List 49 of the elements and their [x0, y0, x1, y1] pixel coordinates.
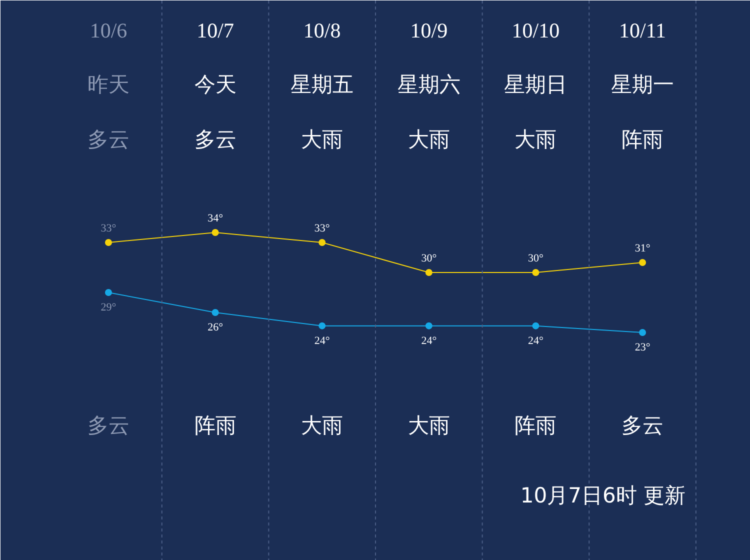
data-label: 23° [634, 342, 650, 354]
annotation: 多云 [194, 128, 236, 152]
x-tick-label: 10/9 [410, 18, 448, 42]
annotation: 星期日 [504, 72, 568, 96]
data-label: 34° [208, 212, 223, 224]
annotation: 大雨 [408, 128, 450, 152]
x-tick-label: 10/6 [90, 18, 128, 42]
annotation: 大雨 [514, 128, 557, 152]
point [639, 259, 646, 266]
data-label: 24° [528, 334, 544, 347]
annotation: 多云 [622, 414, 664, 438]
data-label: 30° [421, 252, 437, 264]
data-label: 24° [421, 334, 437, 347]
data-label: 24° [314, 334, 330, 347]
annotation: 阵雨 [622, 128, 664, 152]
data-label: 29° [100, 302, 116, 314]
point [532, 269, 540, 276]
point [212, 309, 219, 316]
annotation: 今天 [194, 72, 236, 96]
point [104, 289, 112, 296]
point [212, 229, 219, 236]
annotation: 星期六 [397, 72, 460, 96]
point [532, 322, 540, 330]
annotation: 阵雨 [194, 414, 236, 438]
data-label: 26° [208, 322, 223, 334]
annotation: 昨天 [87, 72, 130, 96]
annotation: 大雨 [301, 128, 344, 152]
point [104, 239, 112, 246]
annotation: 多云 [87, 414, 130, 438]
x-tick-label: 10/11 [618, 18, 666, 42]
data-label: 33° [100, 222, 116, 234]
point [318, 322, 326, 330]
data-label: 31° [634, 242, 650, 254]
data-label: 30° [528, 252, 544, 264]
point [425, 322, 432, 330]
data-label: 33° [314, 222, 330, 234]
annotation: 10月7日6时 更新 [520, 484, 686, 508]
annotation: 星期五 [290, 72, 354, 96]
annotation: 大雨 [301, 414, 344, 438]
x-tick-label: 10/8 [303, 18, 341, 42]
annotation: 多云 [87, 128, 130, 152]
x-tick-label: 10/7 [196, 18, 234, 42]
annotation: 阵雨 [514, 414, 557, 438]
point [318, 239, 326, 246]
annotation: 大雨 [408, 414, 450, 438]
point [425, 269, 432, 276]
point [639, 329, 646, 336]
annotation: 星期一 [611, 72, 674, 96]
x-tick-label: 10/10 [512, 18, 560, 42]
